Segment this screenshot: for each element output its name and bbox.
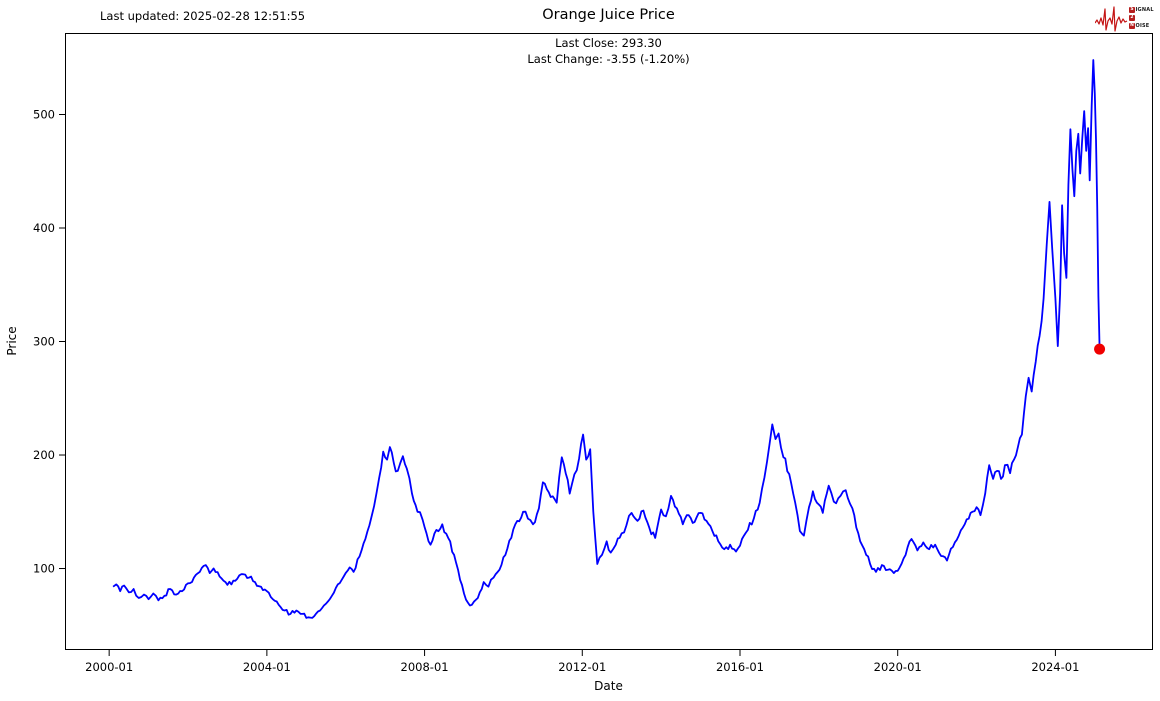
logo-badge-s: S (1129, 6, 1135, 13)
logo-word-noise: OISE (1135, 22, 1150, 29)
chart-title: Orange Juice Price (542, 7, 675, 23)
last-close-annotation: Last Close: 293.30 (555, 36, 662, 50)
x-tick-label: 2008-01 (401, 660, 449, 674)
last-change-annotation: Last Change: -3.55 (-1.20%) (527, 52, 690, 66)
x-tick-label: 2016-01 (716, 660, 764, 674)
last-updated-text: Last updated: 2025-02-28 12:51:55 (100, 9, 306, 23)
y-tick-label: 100 (33, 562, 55, 576)
y-axis-label: Price (5, 326, 19, 355)
y-tick-label: 400 (33, 221, 55, 235)
y-tick-label: 500 (33, 107, 55, 121)
y-tick-label: 300 (33, 335, 55, 349)
logo-word-signal: IGNAL (1135, 6, 1154, 13)
plot-border (65, 33, 1153, 650)
last-price-marker (1094, 343, 1106, 355)
x-tick-label: 2004-01 (243, 660, 291, 674)
logo-badge-2: 2 (1129, 14, 1135, 21)
x-tick-label: 2000-01 (85, 660, 133, 674)
x-tick-label: 2012-01 (558, 660, 606, 674)
x-axis-label: Date (594, 679, 623, 693)
x-tick-label: 2020-01 (874, 660, 922, 674)
signal2noise-logo: S IGNAL 2 N OISE (1095, 2, 1157, 33)
price-line (112, 59, 1101, 619)
x-tick-label: 2024-01 (1031, 660, 1079, 674)
logo-badge-n: N (1129, 22, 1135, 29)
logo-text: S IGNAL 2 N OISE (1129, 6, 1154, 29)
waveform-icon (1095, 6, 1128, 32)
y-tick-label: 200 (33, 448, 55, 462)
